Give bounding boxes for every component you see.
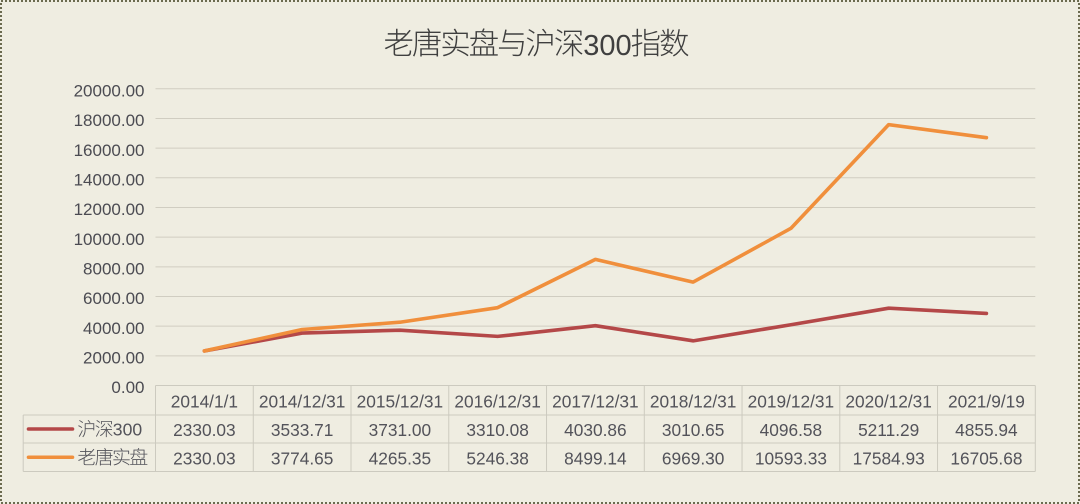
svg-text:6000.00: 6000.00 [83, 289, 144, 308]
svg-text:5211.29: 5211.29 [858, 420, 919, 440]
svg-text:2016/12/31: 2016/12/31 [454, 391, 541, 411]
svg-text:6969.30: 6969.30 [662, 448, 724, 468]
svg-text:8499.14: 8499.14 [564, 448, 627, 468]
svg-text:4000.00: 4000.00 [83, 319, 144, 338]
svg-text:2014/12/31: 2014/12/31 [259, 391, 346, 411]
svg-text:2021/9/19: 2021/9/19 [948, 391, 1025, 411]
svg-text:10593.33: 10593.33 [755, 448, 827, 468]
svg-text:3010.65: 3010.65 [662, 420, 724, 440]
svg-text:12000.00: 12000.00 [74, 200, 145, 219]
svg-text:5246.38: 5246.38 [466, 448, 528, 468]
svg-text:300: 300 [583, 30, 631, 62]
svg-text:4855.94: 4855.94 [955, 420, 1018, 440]
svg-text:2000.00: 2000.00 [83, 349, 144, 368]
svg-text:20000.00: 20000.00 [74, 82, 145, 101]
svg-text:2017/12/31: 2017/12/31 [552, 391, 639, 411]
svg-text:3310.08: 3310.08 [466, 420, 528, 440]
svg-text:8000.00: 8000.00 [83, 260, 144, 279]
svg-text:2330.03: 2330.03 [173, 448, 235, 468]
svg-text:18000.00: 18000.00 [74, 111, 145, 130]
svg-text:2014/1/1: 2014/1/1 [171, 391, 238, 411]
svg-text:2330.03: 2330.03 [173, 420, 235, 440]
svg-text:0.00: 0.00 [111, 378, 144, 397]
svg-text:2020/12/31: 2020/12/31 [845, 391, 932, 411]
svg-text:16705.68: 16705.68 [950, 448, 1022, 468]
svg-text:2018/12/31: 2018/12/31 [650, 391, 737, 411]
svg-text:3533.71: 3533.71 [271, 420, 333, 440]
svg-text:14000.00: 14000.00 [74, 171, 145, 190]
svg-text:2015/12/31: 2015/12/31 [357, 391, 444, 411]
svg-text:10000.00: 10000.00 [74, 230, 145, 249]
svg-text:4096.58: 4096.58 [760, 420, 822, 440]
svg-text:2019/12/31: 2019/12/31 [748, 391, 835, 411]
svg-text:3774.65: 3774.65 [271, 448, 333, 468]
svg-text:300: 300 [113, 420, 143, 440]
svg-text:17584.93: 17584.93 [853, 448, 925, 468]
svg-text:3731.00: 3731.00 [369, 420, 431, 440]
svg-text:4265.35: 4265.35 [369, 448, 431, 468]
svg-text:16000.00: 16000.00 [74, 141, 145, 160]
svg-text:4030.86: 4030.86 [564, 420, 626, 440]
